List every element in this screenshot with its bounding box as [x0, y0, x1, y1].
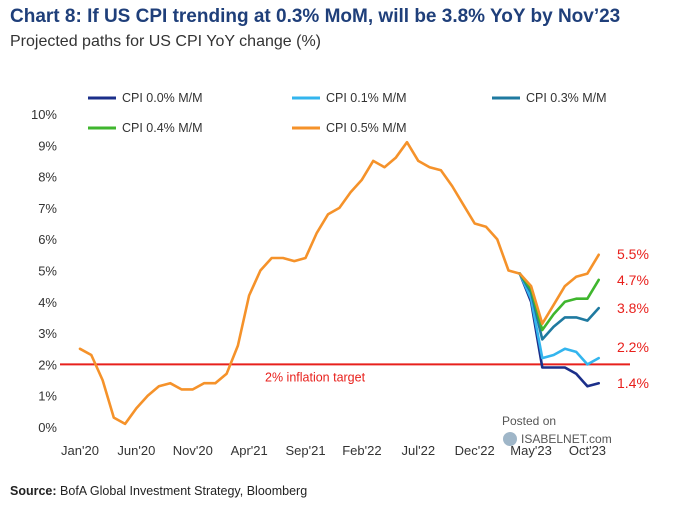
y-tick-label: 10%: [31, 107, 57, 122]
line-chart: 0% 1% 2% 3% 4% 5% 6% 7% 8% 9% 10% Jan'20 Jun'20 Nov'…: [31, 91, 649, 458]
end-label: 4.7%: [617, 272, 649, 288]
y-tick-label: 2%: [38, 357, 57, 372]
legend-label: CPI 0.4% M/M: [122, 121, 203, 135]
y-tick-label: 0%: [38, 420, 57, 435]
source-label: Source:: [10, 484, 57, 498]
watermark-globe-icon: [503, 432, 517, 446]
legend-label: CPI 0.3% M/M: [526, 91, 607, 105]
x-tick-label: Jan'20: [61, 443, 99, 458]
y-tick-label: 1%: [38, 389, 57, 404]
source-text: BofA Global Investment Strategy, Bloombe…: [60, 484, 308, 498]
x-tick-label: Oct'23: [569, 443, 606, 458]
chart-subtitle: Projected paths for US CPI YoY change (%…: [10, 33, 321, 50]
watermark-posted-on: Posted on: [502, 414, 556, 428]
source-note: Source: BofA Global Investment Strategy,…: [10, 484, 307, 498]
series-lines: [78, 140, 601, 426]
series-line-4: [518, 253, 601, 326]
end-label: 5.5%: [617, 246, 649, 262]
x-tick-label: Apr'21: [231, 443, 268, 458]
y-axis: 0% 1% 2% 3% 4% 5% 6% 7% 8% 9% 10%: [31, 107, 57, 435]
x-tick-label: Jun'20: [117, 443, 155, 458]
x-tick-label: Feb'22: [342, 443, 381, 458]
series-line-1: [518, 272, 601, 366]
y-tick-label: 5%: [38, 264, 57, 279]
x-tick-label: Jul'22: [402, 443, 436, 458]
watermark: Posted on ISABELNET.com: [502, 414, 612, 446]
y-tick-label: 8%: [38, 170, 57, 185]
legend-label: CPI 0.1% M/M: [326, 91, 407, 105]
end-label: 2.2%: [617, 339, 649, 355]
end-labels: 1.4% 2.2% 3.8% 4.7% 5.5%: [617, 246, 649, 391]
legend-label: CPI 0.0% M/M: [122, 91, 203, 105]
y-tick-label: 4%: [38, 295, 57, 310]
y-tick-label: 6%: [38, 232, 57, 247]
reference-line-group: 2% inflation target: [60, 363, 630, 384]
watermark-site: ISABELNET.com: [521, 432, 612, 446]
end-label: 3.8%: [617, 300, 649, 316]
y-tick-label: 9%: [38, 138, 57, 153]
x-tick-label: Nov'20: [173, 443, 213, 458]
x-tick-label: Dec'22: [455, 443, 495, 458]
legend: CPI 0.0% M/M CPI 0.1% M/M CPI 0.3% M/M CPI …: [88, 91, 607, 135]
chart-title: Chart 8: If US CPI trending at 0.3% MoM,…: [10, 6, 621, 27]
x-tick-label: May'23: [510, 443, 552, 458]
end-label: 1.4%: [617, 375, 649, 391]
legend-label: CPI 0.5% M/M: [326, 121, 407, 135]
inflation-target-label: 2% inflation target: [265, 370, 366, 384]
y-tick-label: 7%: [38, 201, 57, 216]
y-tick-label: 3%: [38, 326, 57, 341]
x-axis: Jan'20 Jun'20 Nov'20 Apr'21 Sep'21 Feb'22 Jul'…: [61, 443, 606, 458]
series-line-history: [78, 140, 522, 426]
x-tick-label: Sep'21: [285, 443, 325, 458]
